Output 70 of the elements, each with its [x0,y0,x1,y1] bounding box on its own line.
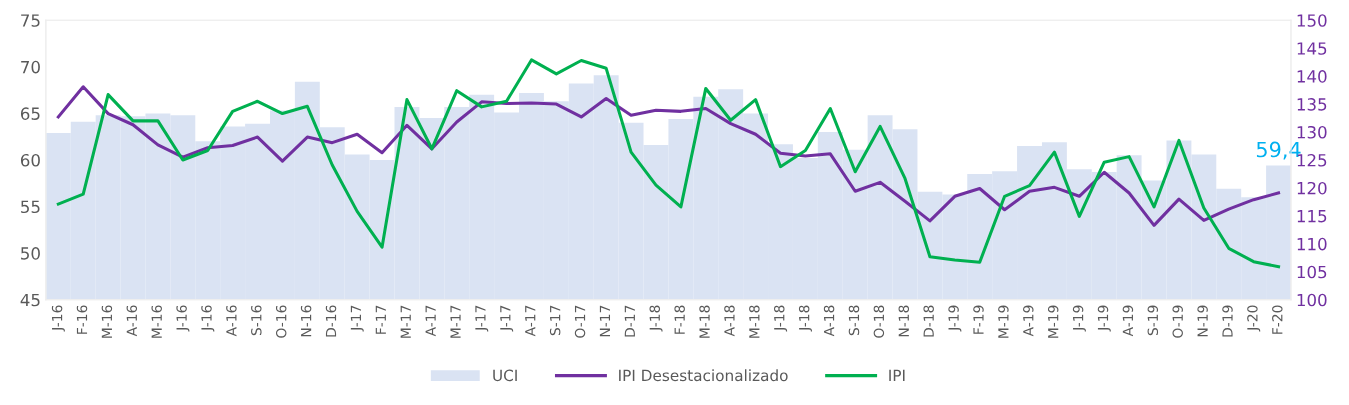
x-tick-label: A-19 [1122,305,1134,337]
y2-tick-label: 115 [1297,210,1327,223]
x-tick-label: D-17 [624,305,635,337]
x-tick-label: J-20 [1247,305,1261,332]
x-tick-label: M-17 [450,305,461,338]
x-tick-label: J-17 [350,305,364,332]
x-tick-label: F-20 [1272,305,1283,334]
x-tick-label: F-17 [375,305,386,334]
x-tick-label: M-17 [400,305,411,338]
y-tick-label: 75 [21,14,40,27]
y2-tick-label: 140 [1297,70,1327,83]
legend-label: UCI [493,369,517,382]
x-tick-label: M-19 [998,305,1009,338]
x-tick-label: A-17 [525,305,536,337]
y-tick-label: 55 [21,200,40,214]
x-tick-label: A-18 [724,305,735,337]
x-tick-label: A-17 [425,305,436,337]
x-tick-label: O-19 [1172,305,1183,338]
y2-tick-label: 120 [1297,181,1327,195]
x-tick-label: J-16 [201,305,215,332]
y-tick-label: 50 [21,247,40,260]
x-tick-label: O-18 [873,305,885,338]
x-tick-label: J-19 [1097,305,1111,332]
legend-label: IPI Desestacionalizado [619,369,788,382]
x-tick-label: O-16 [275,305,287,338]
x-tick-label: N-18 [898,305,910,337]
x-tick-label: J-19 [948,305,962,332]
x-tick-label: N-17 [599,305,611,337]
legend-label: IPI [889,369,905,381]
x-tick-label: O-17 [574,305,586,338]
x-tick-label: J-17 [500,305,514,332]
y-tick-label: 45 [20,293,40,307]
x-tick-label: J-18 [774,305,788,332]
x-tick-label: N-16 [300,305,312,337]
y-tick-label: 60 [20,153,40,167]
y2-tick-label: 100 [1297,293,1327,307]
y-tick-label: 70 [21,60,40,74]
x-tick-label: M-16 [151,305,162,338]
x-tick-label: M-18 [749,305,760,338]
x-tick-label: S-16 [251,305,262,336]
x-tick-label: F-16 [76,305,88,334]
x-tick-label: M-19 [1047,305,1059,338]
x-tick-label: S-19 [1147,305,1159,336]
y2-tick-label: 130 [1297,125,1327,139]
y2-tick-label: 110 [1297,237,1327,251]
x-tick-label: S-18 [848,305,860,336]
y2-tick-label: 135 [1297,98,1327,111]
x-tick-label: S-17 [549,305,561,336]
y2-tick-label: 105 [1297,265,1327,279]
x-tick-label: D-18 [923,305,934,337]
x-tick-label: J-18 [649,305,663,332]
x-tick-label: F-18 [674,305,685,334]
x-tick-label: J-19 [1072,305,1086,332]
x-tick-label: M-16 [101,305,113,338]
x-tick-label: A-18 [823,305,835,337]
x-tick-label: J-16 [176,305,190,332]
x-tick-label: J-17 [475,305,489,332]
x-tick-label: A-16 [126,305,138,337]
x-tick-label: N-19 [1197,305,1208,337]
y-tick-label: 65 [20,107,40,120]
y2-tick-label: 145 [1297,42,1327,55]
y2-tick-label: 150 [1297,14,1327,27]
x-tick-label: M-18 [699,305,710,338]
x-tick-label: F-19 [973,305,984,334]
x-tick-label: A-19 [1023,305,1034,337]
x-tick-label: D-16 [325,305,337,337]
x-tick-label: D-19 [1222,305,1233,337]
x-tick-label: J-18 [798,305,813,332]
x-tick-label: A-16 [226,305,237,337]
x-tick-label: J-16 [51,305,65,332]
